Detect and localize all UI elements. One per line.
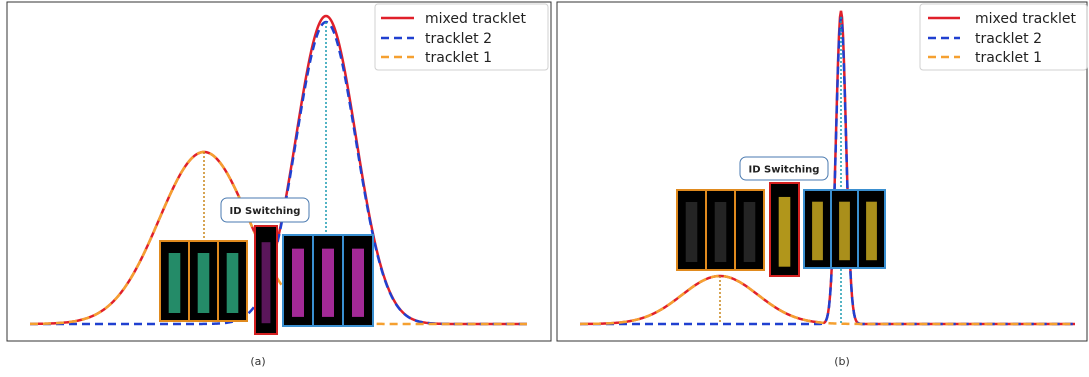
person-figure bbox=[812, 202, 823, 261]
legend-label: mixed tracklet bbox=[975, 11, 1076, 27]
person-figure bbox=[779, 197, 791, 267]
legend-label: mixed tracklet bbox=[425, 11, 526, 27]
annotation: ID Switching bbox=[230, 206, 301, 217]
person-figure bbox=[744, 202, 756, 262]
legend-label: tracklet 1 bbox=[425, 50, 492, 66]
caption: (a) bbox=[250, 355, 265, 368]
person-figure bbox=[227, 253, 239, 313]
person-figure bbox=[839, 202, 850, 261]
person-figure bbox=[686, 202, 698, 262]
legend-label: tracklet 1 bbox=[975, 50, 1042, 66]
person-figure bbox=[866, 202, 877, 261]
person-figure bbox=[262, 242, 271, 323]
person-figure bbox=[292, 249, 304, 317]
person-figure bbox=[198, 253, 210, 313]
person-figure bbox=[715, 202, 727, 262]
person-figure bbox=[352, 249, 364, 317]
person-figure bbox=[322, 249, 334, 317]
annotation: ID Switching bbox=[749, 165, 820, 176]
figure: ID Switching mixed tracklet tracklet 2 trac… bbox=[0, 0, 1089, 377]
person-figure bbox=[169, 253, 181, 313]
caption: (b) bbox=[834, 355, 850, 368]
legend-label: tracklet 2 bbox=[975, 31, 1042, 47]
legend-label: tracklet 2 bbox=[425, 31, 492, 47]
